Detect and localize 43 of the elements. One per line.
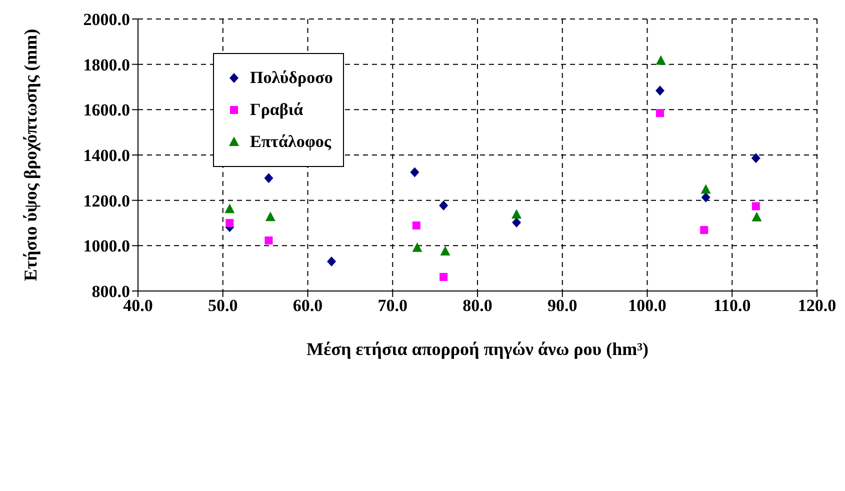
point xyxy=(327,256,336,267)
point xyxy=(656,109,664,118)
x-tick-label: 90.0 xyxy=(548,296,578,316)
point xyxy=(226,219,234,227)
point xyxy=(412,221,420,230)
x-tick-label: 80.0 xyxy=(462,296,492,316)
y-tick-label: 1200.0 xyxy=(83,191,130,210)
point xyxy=(440,272,448,281)
x-tick-label: 100.0 xyxy=(628,296,666,316)
legend-label: Γραβιά xyxy=(250,100,304,120)
point xyxy=(512,218,522,228)
x-axis-title: Μέση ετήσια απορροή πηγών άνω ρου (hm³) xyxy=(306,339,649,359)
point xyxy=(656,55,666,65)
y-tick-label: 1600.0 xyxy=(83,100,130,120)
point xyxy=(264,236,273,244)
point xyxy=(752,212,762,222)
point xyxy=(412,242,422,252)
point xyxy=(265,212,276,222)
y-tick-label: 2000.0 xyxy=(83,10,130,30)
point xyxy=(512,209,522,219)
legend-label: Πολύδροσο xyxy=(250,68,333,88)
x-tick-label: 40.0 xyxy=(123,296,153,316)
x-tick-label: 110.0 xyxy=(713,296,751,316)
point xyxy=(700,226,708,234)
x-tick-label: 70.0 xyxy=(378,296,408,316)
point xyxy=(700,184,711,194)
x-tick-label: 120.0 xyxy=(798,296,836,316)
point xyxy=(410,167,420,178)
y-axis-title: Ετήσιο ύψος βροχόπτωσης (mm) xyxy=(20,28,40,282)
x-tick-label: 60.0 xyxy=(292,296,323,316)
x-tick-label: 50.0 xyxy=(208,296,238,316)
y-tick-label: 1000.0 xyxy=(83,236,130,256)
y-tick-label: 1800.0 xyxy=(83,55,130,74)
y-tick-label: 1400.0 xyxy=(83,146,130,166)
point xyxy=(655,86,664,96)
point xyxy=(701,192,710,202)
point xyxy=(440,246,450,256)
point xyxy=(752,202,760,210)
point xyxy=(751,153,760,164)
point xyxy=(439,200,448,211)
legend-label: Επτάλοφος xyxy=(250,132,332,152)
point xyxy=(224,204,235,214)
point xyxy=(264,173,274,184)
